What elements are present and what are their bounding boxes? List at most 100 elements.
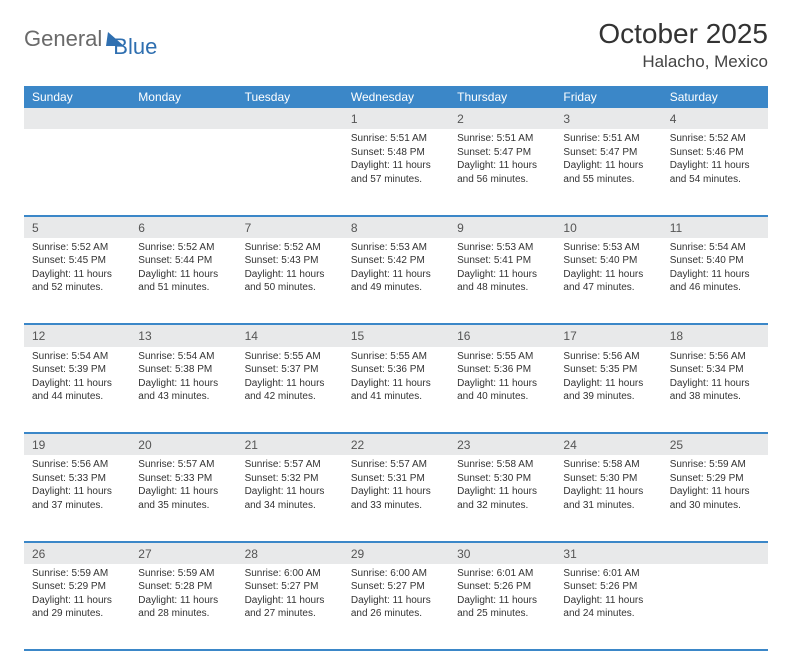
day-detail-cell: Sunrise: 5:53 AMSunset: 5:42 PMDaylight:… [343, 238, 449, 324]
sunrise-line: Sunrise: 5:52 AM [245, 241, 335, 255]
day-number-cell: 28 [237, 542, 343, 564]
day-detail-cell: Sunrise: 5:52 AMSunset: 5:46 PMDaylight:… [662, 129, 768, 215]
weekday-header-row: SundayMondayTuesdayWednesdayThursdayFrid… [24, 86, 768, 108]
day-number-cell: 16 [449, 325, 555, 347]
logo: General Blue [24, 18, 157, 60]
day-detail-cell: Sunrise: 5:59 AMSunset: 5:29 PMDaylight:… [24, 564, 130, 650]
day-number-cell: 27 [130, 542, 236, 564]
day-detail-cell: Sunrise: 6:01 AMSunset: 5:26 PMDaylight:… [449, 564, 555, 650]
day-number-cell: 26 [24, 542, 130, 564]
daylight-line: Daylight: 11 hours and 29 minutes. [32, 594, 122, 621]
sunrise-line: Sunrise: 5:52 AM [138, 241, 228, 255]
day-detail-cell: Sunrise: 6:01 AMSunset: 5:26 PMDaylight:… [555, 564, 661, 650]
daylight-line: Daylight: 11 hours and 32 minutes. [457, 485, 547, 512]
day-detail-cell: Sunrise: 5:57 AMSunset: 5:31 PMDaylight:… [343, 455, 449, 541]
day-detail-cell: Sunrise: 5:59 AMSunset: 5:28 PMDaylight:… [130, 564, 236, 650]
day-detail-cell: Sunrise: 5:57 AMSunset: 5:32 PMDaylight:… [237, 455, 343, 541]
sunset-line: Sunset: 5:40 PM [563, 254, 653, 268]
day-number-cell: 31 [555, 542, 661, 564]
sunset-line: Sunset: 5:31 PM [351, 472, 441, 486]
detail-row: Sunrise: 5:54 AMSunset: 5:39 PMDaylight:… [24, 347, 768, 433]
day-number-cell: 2 [449, 108, 555, 129]
day-number-cell: 12 [24, 325, 130, 347]
day-detail-cell: Sunrise: 5:58 AMSunset: 5:30 PMDaylight:… [555, 455, 661, 541]
day-number-cell: 25 [662, 434, 768, 456]
location-label: Halacho, Mexico [598, 52, 768, 72]
day-detail-cell [237, 129, 343, 215]
daynum-row: 1234 [24, 108, 768, 129]
sunset-line: Sunset: 5:36 PM [351, 363, 441, 377]
daylight-line: Daylight: 11 hours and 24 minutes. [563, 594, 653, 621]
day-detail-cell: Sunrise: 5:54 AMSunset: 5:39 PMDaylight:… [24, 347, 130, 433]
weekday-header: Tuesday [237, 86, 343, 108]
sunset-line: Sunset: 5:42 PM [351, 254, 441, 268]
sunset-line: Sunset: 5:46 PM [670, 146, 760, 160]
day-number-cell: 8 [343, 216, 449, 238]
day-detail-cell: Sunrise: 5:56 AMSunset: 5:33 PMDaylight:… [24, 455, 130, 541]
daylight-line: Daylight: 11 hours and 52 minutes. [32, 268, 122, 295]
day-number-cell: 7 [237, 216, 343, 238]
day-detail-cell: Sunrise: 5:55 AMSunset: 5:37 PMDaylight:… [237, 347, 343, 433]
sunrise-line: Sunrise: 5:55 AM [351, 350, 441, 364]
sunrise-line: Sunrise: 6:00 AM [351, 567, 441, 581]
sunrise-line: Sunrise: 5:55 AM [457, 350, 547, 364]
sunrise-line: Sunrise: 5:59 AM [32, 567, 122, 581]
sunrise-line: Sunrise: 5:53 AM [563, 241, 653, 255]
daylight-line: Daylight: 11 hours and 31 minutes. [563, 485, 653, 512]
sunset-line: Sunset: 5:47 PM [457, 146, 547, 160]
day-detail-cell: Sunrise: 5:53 AMSunset: 5:41 PMDaylight:… [449, 238, 555, 324]
detail-row: Sunrise: 5:56 AMSunset: 5:33 PMDaylight:… [24, 455, 768, 541]
detail-row: Sunrise: 5:52 AMSunset: 5:45 PMDaylight:… [24, 238, 768, 324]
day-number-cell: 19 [24, 434, 130, 456]
sunrise-line: Sunrise: 5:53 AM [351, 241, 441, 255]
day-number-cell: 14 [237, 325, 343, 347]
daylight-line: Daylight: 11 hours and 28 minutes. [138, 594, 228, 621]
sunset-line: Sunset: 5:40 PM [670, 254, 760, 268]
sunrise-line: Sunrise: 5:56 AM [32, 458, 122, 472]
header: General Blue October 2025 Halacho, Mexic… [24, 18, 768, 72]
sunrise-line: Sunrise: 5:53 AM [457, 241, 547, 255]
sunset-line: Sunset: 5:35 PM [563, 363, 653, 377]
day-number-cell: 11 [662, 216, 768, 238]
day-number-cell: 6 [130, 216, 236, 238]
day-number-cell: 9 [449, 216, 555, 238]
sunrise-line: Sunrise: 5:59 AM [138, 567, 228, 581]
daylight-line: Daylight: 11 hours and 51 minutes. [138, 268, 228, 295]
title-block: October 2025 Halacho, Mexico [598, 18, 768, 72]
day-number-cell: 10 [555, 216, 661, 238]
day-detail-cell: Sunrise: 5:54 AMSunset: 5:38 PMDaylight:… [130, 347, 236, 433]
daynum-row: 567891011 [24, 216, 768, 238]
sunset-line: Sunset: 5:45 PM [32, 254, 122, 268]
sunrise-line: Sunrise: 5:58 AM [457, 458, 547, 472]
sunset-line: Sunset: 5:36 PM [457, 363, 547, 377]
sunrise-line: Sunrise: 6:01 AM [457, 567, 547, 581]
day-detail-cell: Sunrise: 5:51 AMSunset: 5:47 PMDaylight:… [449, 129, 555, 215]
day-number-cell: 17 [555, 325, 661, 347]
sunrise-line: Sunrise: 5:57 AM [351, 458, 441, 472]
sunrise-line: Sunrise: 5:56 AM [563, 350, 653, 364]
day-detail-cell: Sunrise: 5:56 AMSunset: 5:34 PMDaylight:… [662, 347, 768, 433]
daylight-line: Daylight: 11 hours and 44 minutes. [32, 377, 122, 404]
sunrise-line: Sunrise: 5:52 AM [32, 241, 122, 255]
day-detail-cell: Sunrise: 5:55 AMSunset: 5:36 PMDaylight:… [343, 347, 449, 433]
day-detail-cell: Sunrise: 5:55 AMSunset: 5:36 PMDaylight:… [449, 347, 555, 433]
sunrise-line: Sunrise: 5:52 AM [670, 132, 760, 146]
sunrise-line: Sunrise: 5:51 AM [457, 132, 547, 146]
sunset-line: Sunset: 5:26 PM [457, 580, 547, 594]
day-detail-cell: Sunrise: 6:00 AMSunset: 5:27 PMDaylight:… [343, 564, 449, 650]
daylight-line: Daylight: 11 hours and 41 minutes. [351, 377, 441, 404]
weekday-header: Saturday [662, 86, 768, 108]
day-detail-cell: Sunrise: 5:51 AMSunset: 5:47 PMDaylight:… [555, 129, 661, 215]
daynum-row: 262728293031 [24, 542, 768, 564]
day-detail-cell: Sunrise: 5:59 AMSunset: 5:29 PMDaylight:… [662, 455, 768, 541]
day-number-cell: 30 [449, 542, 555, 564]
day-detail-cell [662, 564, 768, 650]
sunrise-line: Sunrise: 5:58 AM [563, 458, 653, 472]
sunset-line: Sunset: 5:37 PM [245, 363, 335, 377]
sunrise-line: Sunrise: 5:59 AM [670, 458, 760, 472]
sunset-line: Sunset: 5:30 PM [457, 472, 547, 486]
daylight-line: Daylight: 11 hours and 38 minutes. [670, 377, 760, 404]
sunset-line: Sunset: 5:38 PM [138, 363, 228, 377]
sunrise-line: Sunrise: 5:57 AM [138, 458, 228, 472]
daylight-line: Daylight: 11 hours and 33 minutes. [351, 485, 441, 512]
